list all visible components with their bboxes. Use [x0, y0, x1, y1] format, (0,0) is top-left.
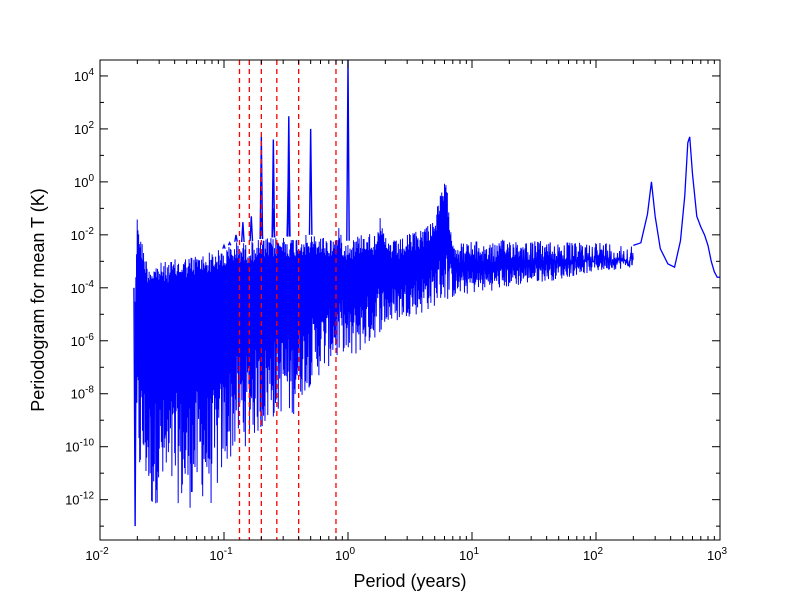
y-tick-label: 10-2	[71, 226, 95, 243]
y-tick-label: 10-4	[71, 279, 95, 296]
series-spike	[271, 139, 276, 238]
reference-lines	[238, 60, 337, 540]
x-tick-label: 10-1	[209, 546, 233, 563]
y-tick-label: 10-12	[65, 491, 94, 508]
series-spike	[308, 128, 313, 235]
series-spike	[133, 287, 138, 527]
x-tick-label: 101	[459, 546, 479, 563]
x-tick-label: 100	[335, 546, 355, 563]
series-trace	[134, 183, 634, 508]
y-tick-label: 10-6	[71, 332, 95, 349]
series-spike	[249, 216, 254, 242]
x-tick-label: 10-2	[85, 546, 109, 563]
series-spike	[286, 116, 291, 237]
x-tick-label: 103	[707, 546, 727, 563]
series-layer	[133, 60, 720, 527]
series-spike	[227, 241, 232, 246]
x-axis-label: Period (years)	[353, 571, 466, 591]
y-tick-label: 100	[74, 173, 94, 190]
series-spike	[240, 222, 245, 243]
axis-ticks: 10-2 10-1 100 101 102 103 10-12 10-10 10-8 10-6 10…	[65, 60, 727, 563]
plot-frame	[99, 59, 721, 541]
y-axis-label: Periodogram for mean T (K)	[28, 188, 48, 411]
series-long-period-curve	[633, 136, 720, 278]
y-tick-label: 102	[74, 120, 94, 137]
y-tick-label: 10-8	[71, 385, 95, 402]
x-tick-label: 102	[583, 546, 603, 563]
series-spike	[234, 234, 238, 242]
series-spike	[346, 60, 350, 241]
series-spike	[222, 243, 226, 249]
y-tick-label: 104	[74, 67, 94, 84]
y-tick-label: 10-10	[65, 438, 94, 455]
